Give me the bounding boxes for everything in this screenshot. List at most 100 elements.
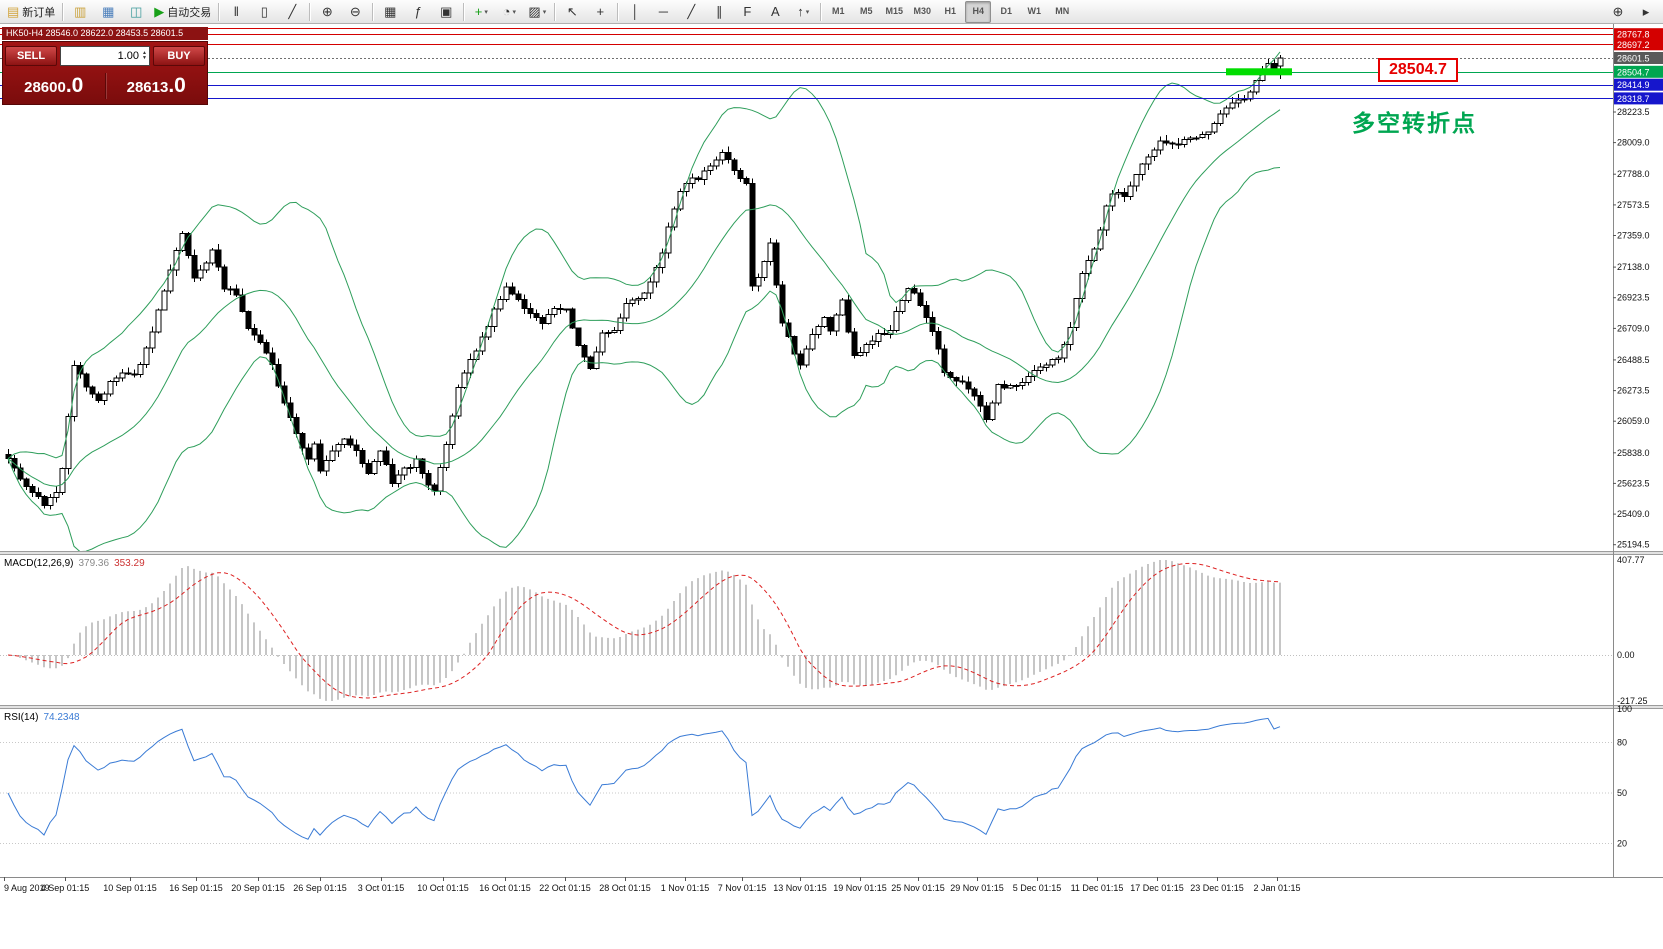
svg-text:27788.0: 27788.0 bbox=[1617, 169, 1650, 179]
templates-dropdown[interactable]: ▨ ▾ bbox=[528, 4, 547, 19]
svg-text:26059.0: 26059.0 bbox=[1617, 416, 1650, 426]
highlighted-level-segment[interactable] bbox=[1226, 68, 1292, 76]
chart-canvas[interactable]: 28223.5 28009.0 27788.0 27573.5 27359.0 27138… bbox=[0, 24, 1663, 949]
vertical-line-button[interactable]: │ bbox=[631, 4, 640, 19]
add-indicator-dropdown[interactable]: + ▾ bbox=[474, 4, 488, 19]
timeframe-d1[interactable]: D1 bbox=[1000, 6, 1013, 16]
rsi-label: RSI(14) 74.2348 bbox=[4, 712, 80, 723]
timeframe-m30[interactable]: M30 bbox=[913, 6, 932, 16]
toolbar-separator bbox=[554, 2, 556, 21]
crosshair-button[interactable]: + bbox=[596, 4, 605, 19]
text-button[interactable]: A bbox=[770, 4, 780, 19]
svg-text:25194.5: 25194.5 bbox=[1617, 540, 1650, 550]
periods-dropdown[interactable]: ◔ ▾ bbox=[502, 4, 516, 19]
toolbar-separator bbox=[372, 2, 374, 21]
price-axis[interactable]: 28223.5 28009.0 27788.0 27573.5 27359.0 27138… bbox=[1613, 24, 1663, 877]
sell-button[interactable]: SELL bbox=[5, 46, 57, 66]
macd-pane bbox=[0, 560, 1613, 701]
zoom-tool-button[interactable]: ⊕ bbox=[1612, 4, 1624, 19]
timeframe-m1[interactable]: M1 bbox=[832, 6, 845, 16]
timeframe-w1[interactable]: W1 bbox=[1027, 6, 1042, 16]
svg-text:19 Nov 01:15: 19 Nov 01:15 bbox=[833, 883, 887, 893]
new-order-button[interactable]: ▤ 新订单 bbox=[7, 4, 56, 19]
tile-windows-button[interactable]: ▦ bbox=[384, 4, 397, 19]
horizontal-line-button[interactable]: ─ bbox=[658, 4, 668, 19]
timeframe-mn[interactable]: MN bbox=[1055, 6, 1070, 16]
svg-text:17 Dec 01:15: 17 Dec 01:15 bbox=[1130, 883, 1184, 893]
volume-value: 1.00 bbox=[117, 50, 140, 62]
svg-text:80: 80 bbox=[1617, 738, 1627, 748]
bollinger-upper-band bbox=[7, 51, 1281, 460]
arrows-dropdown[interactable]: ↑ ▾ bbox=[797, 4, 810, 19]
chart-window: 28223.5 28009.0 27788.0 27573.5 27359.0 27138… bbox=[0, 24, 1663, 949]
price-tag-28504.7: 28504.7 bbox=[1614, 65, 1663, 78]
macd-label: MACD(12,26,9) 379.36 353.29 bbox=[4, 558, 145, 569]
svg-text:-217.25: -217.25 bbox=[1617, 696, 1648, 706]
buy-price: 28613.0 bbox=[126, 74, 186, 97]
zoom-out-button[interactable]: ⊖ bbox=[349, 4, 361, 19]
indicators-button[interactable]: ƒ bbox=[414, 4, 422, 19]
svg-text:100: 100 bbox=[1617, 704, 1632, 714]
price-tag-28318.7: 28318.7 bbox=[1614, 92, 1663, 105]
macd-histogram bbox=[13, 560, 1281, 701]
price-tag-28697.2: 28697.2 bbox=[1614, 38, 1663, 51]
svg-text:10 Oct 01:15: 10 Oct 01:15 bbox=[417, 883, 469, 893]
svg-text:28697.2: 28697.2 bbox=[1617, 40, 1650, 50]
volume-down-icon[interactable]: ▼ bbox=[142, 55, 147, 61]
svg-text:3 Oct 01:15: 3 Oct 01:15 bbox=[358, 883, 405, 893]
svg-text:25623.5: 25623.5 bbox=[1617, 478, 1650, 488]
svg-text:4 Sep 01:15: 4 Sep 01:15 bbox=[41, 883, 90, 893]
trendline-button[interactable]: ╱ bbox=[687, 4, 696, 19]
cursor-tool-button[interactable]: ▸ bbox=[1642, 4, 1650, 19]
svg-text:407.77: 407.77 bbox=[1617, 555, 1645, 565]
turning-point-annotation: 多空转折点 bbox=[1352, 110, 1477, 136]
bar-chart-button[interactable]: ‖ bbox=[233, 4, 239, 19]
svg-text:16 Sep 01:15: 16 Sep 01:15 bbox=[169, 883, 223, 893]
channel-button[interactable]: ∥ bbox=[716, 4, 723, 19]
pane-separator[interactable] bbox=[0, 705, 1663, 709]
horizontal-line-28504.7[interactable] bbox=[0, 68, 1613, 76]
svg-text:20: 20 bbox=[1617, 838, 1627, 848]
timeframe-h4[interactable]: H4 bbox=[965, 0, 992, 23]
main-price-pane bbox=[0, 28, 1613, 551]
chart-window-icon[interactable]: ▥ bbox=[74, 4, 87, 19]
cursor-button[interactable]: ↖ bbox=[566, 4, 578, 19]
data-window-icon[interactable]: ◫ bbox=[130, 4, 143, 19]
price-tag-28414.9: 28414.9 bbox=[1614, 78, 1663, 91]
svg-text:7 Nov 01:15: 7 Nov 01:15 bbox=[718, 883, 767, 893]
price-tag-28767.8: 28767.8 bbox=[1614, 28, 1663, 41]
macd-signal-line bbox=[7, 562, 1281, 699]
svg-text:26 Sep 01:15: 26 Sep 01:15 bbox=[293, 883, 347, 893]
toolbar: ▤ 新订单 ▥ ▦ ◫ ▶ 自动交易 ‖ ▯ ╱ ⊕ ⊖ ▦ ƒ ▣ + ▾ ◔ ▾ ▨ ▾ ↖ + │ ─ ╱ ∥ F A ↑ ▾ M1 M5… bbox=[0, 0, 1663, 24]
fibonacci-button[interactable]: F bbox=[743, 4, 752, 19]
timeframe-h1[interactable]: H1 bbox=[944, 6, 957, 16]
svg-text:2 Jan 01:15: 2 Jan 01:15 bbox=[1253, 883, 1300, 893]
line-chart-button[interactable]: ╱ bbox=[288, 4, 297, 19]
pane-separator[interactable] bbox=[0, 551, 1663, 555]
price-tag-28601.5: 28601.5 bbox=[1614, 52, 1663, 64]
svg-text:11 Dec 01:15: 11 Dec 01:15 bbox=[1071, 883, 1124, 893]
candlestick-series bbox=[5, 57, 1284, 507]
buy-button[interactable]: BUY bbox=[153, 46, 205, 66]
svg-text:28223.5: 28223.5 bbox=[1617, 107, 1650, 117]
bollinger-middle-band bbox=[7, 109, 1281, 487]
zoom-in-button[interactable]: ⊕ bbox=[321, 4, 333, 19]
volume-up-icon[interactable]: ▲ bbox=[142, 50, 147, 56]
svg-text:28601.5: 28601.5 bbox=[1617, 54, 1650, 64]
timeframe-m15[interactable]: M15 bbox=[885, 6, 904, 16]
svg-text:0.00: 0.00 bbox=[1617, 650, 1635, 660]
price-divider bbox=[104, 73, 106, 99]
symbol-info-bar: HK50-H4 28546.0 28622.0 28453.5 28601.5 bbox=[2, 27, 208, 40]
autotrading-button[interactable]: ▶ 自动交易 bbox=[154, 4, 212, 19]
svg-text:27573.5: 27573.5 bbox=[1617, 200, 1650, 210]
objects-list-button[interactable]: ▣ bbox=[440, 4, 453, 19]
svg-text:10 Sep 01:15: 10 Sep 01:15 bbox=[103, 883, 157, 893]
svg-text:26273.5: 26273.5 bbox=[1617, 386, 1650, 396]
svg-text:27138.0: 27138.0 bbox=[1617, 262, 1650, 272]
volume-input[interactable]: 1.00 ▲ ▼ bbox=[60, 46, 150, 66]
profiles-icon[interactable]: ▦ bbox=[102, 4, 115, 19]
timeframe-m5[interactable]: M5 bbox=[860, 6, 873, 16]
svg-text:28504.7: 28504.7 bbox=[1617, 67, 1650, 77]
candlestick-chart-button[interactable]: ▯ bbox=[260, 4, 268, 19]
